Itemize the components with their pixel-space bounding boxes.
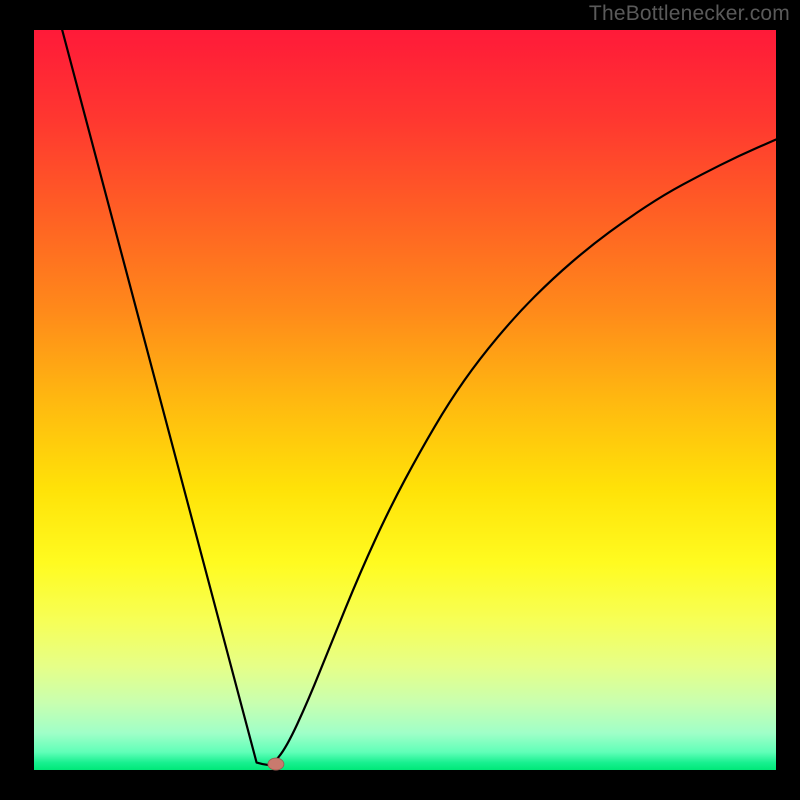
watermark-text: TheBottlenecker.com <box>589 2 790 26</box>
plot-area <box>34 30 776 770</box>
bottleneck-chart <box>0 0 800 800</box>
optimal-point-marker <box>268 758 284 770</box>
chart-container: TheBottlenecker.com <box>0 0 800 800</box>
